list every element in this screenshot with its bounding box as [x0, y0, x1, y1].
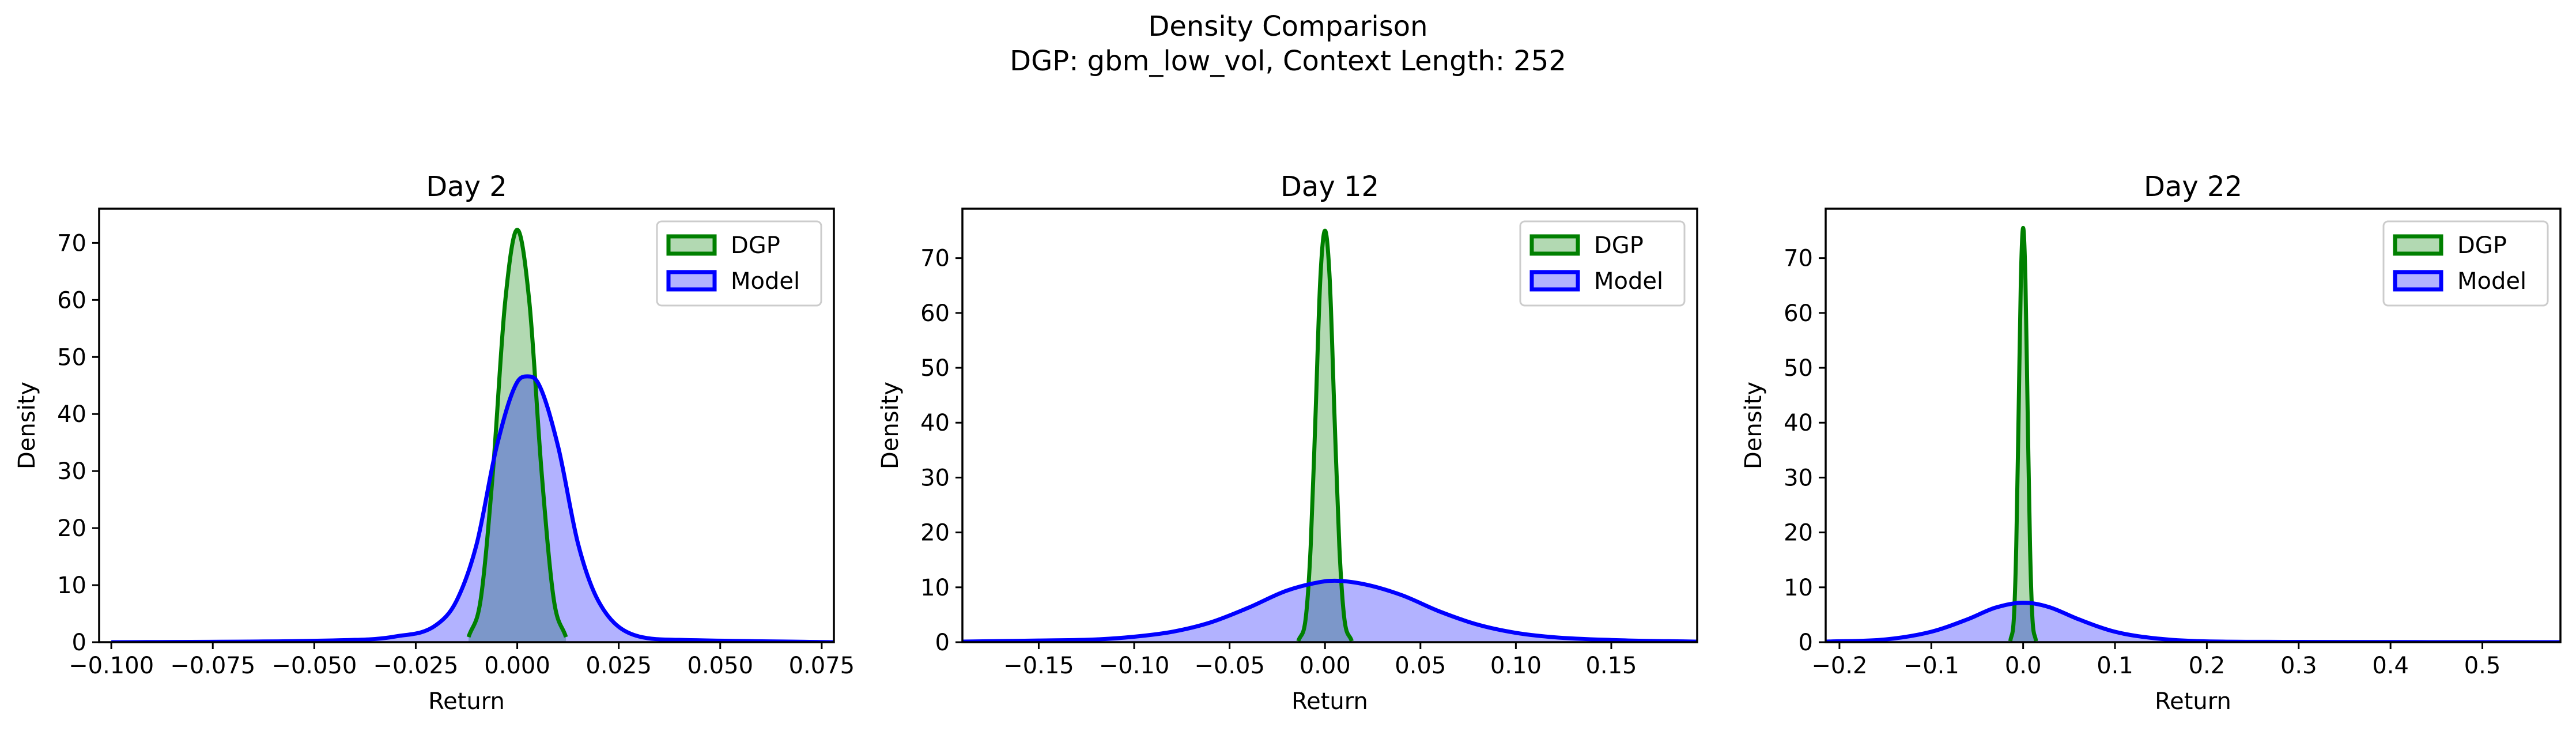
- y-axis-label: Density: [1740, 382, 1767, 469]
- x-tick-label: 0.0: [2005, 653, 2042, 679]
- x-tick-label: 0.075: [789, 653, 855, 679]
- y-axis-label: Density: [877, 382, 904, 469]
- x-axis-label: Return: [428, 688, 505, 715]
- x-tick-label: 0.050: [688, 653, 754, 679]
- x-tick-label: −0.075: [170, 653, 255, 679]
- x-tick-label: −0.025: [373, 653, 458, 679]
- x-tick-label: 0.5: [2464, 653, 2501, 679]
- x-tick-label: 0.3: [2280, 653, 2317, 679]
- y-tick-label: 50: [57, 344, 86, 371]
- series-line-model: [111, 374, 834, 642]
- legend-swatch-dgp: [2393, 234, 2443, 256]
- legend-swatch-dgp: [1529, 234, 1580, 256]
- y-tick-label: 20: [57, 515, 86, 542]
- x-tick-label: 0.025: [586, 653, 652, 679]
- series-line-dgp: [466, 228, 568, 638]
- legend: DGP Model: [1519, 220, 1686, 307]
- panel-title: Day 2: [426, 171, 507, 203]
- x-tick-label: 0.1: [2097, 653, 2133, 679]
- axes-frame: [98, 208, 835, 643]
- series-fill-dgp: [469, 229, 566, 642]
- y-tick-label: 60: [57, 287, 86, 314]
- y-tick-label: 70: [920, 246, 950, 272]
- y-tick-label: 70: [57, 230, 86, 257]
- x-tick-label: 0.15: [1585, 653, 1637, 679]
- legend-box: [656, 220, 822, 307]
- series-line-dgp: [2008, 225, 2038, 642]
- y-tick-label: 20: [1784, 520, 1813, 546]
- axes-frame: [1825, 208, 2562, 643]
- x-tick-label: 0.05: [1395, 653, 1446, 679]
- panel-title: Day 22: [2144, 171, 2242, 203]
- x-axis-label: Return: [2155, 688, 2231, 715]
- x-tick-label: 0.000: [484, 653, 550, 679]
- y-tick-label: 60: [920, 300, 950, 327]
- y-tick-label: 60: [1784, 300, 1813, 327]
- y-tick-label: 30: [57, 458, 86, 485]
- series-line-model: [962, 578, 1697, 642]
- y-tick-label: 40: [920, 410, 950, 436]
- legend-label-model: Model: [1594, 268, 1663, 295]
- figure-title: Density Comparison: [1148, 10, 1427, 43]
- legend-label-dgp: DGP: [731, 232, 780, 259]
- y-tick-label: 40: [1784, 410, 1813, 436]
- x-tick-label: 0.00: [1300, 653, 1351, 679]
- series-fill-model: [111, 376, 834, 642]
- y-tick-label: 10: [920, 575, 950, 601]
- x-tick-label: −0.05: [1194, 653, 1265, 679]
- y-tick-label: 20: [920, 520, 950, 546]
- y-tick-label: 40: [57, 401, 86, 428]
- legend-label-dgp: DGP: [1594, 232, 1644, 259]
- x-tick-label: 0.2: [2189, 653, 2226, 679]
- legend-label-model: Model: [731, 268, 800, 295]
- legend: DGP Model: [656, 220, 822, 307]
- plot-area: [962, 228, 1697, 642]
- y-tick-label: 0: [1799, 630, 1813, 656]
- legend-label-model: Model: [2457, 268, 2526, 295]
- legend-box: [2382, 220, 2549, 307]
- x-tick-label: 0.4: [2372, 653, 2409, 679]
- y-tick-label: 50: [1784, 355, 1813, 382]
- x-tick-label: −0.050: [271, 653, 357, 679]
- y-tick-label: 50: [920, 355, 950, 382]
- panel-day-1: Day 12 −0.15 −0.10 −0.05 0.00 0.05 0.10 0.15 0 10…: [877, 171, 1698, 715]
- axes-frame: [961, 208, 1698, 643]
- y-tick-label: 30: [920, 465, 950, 491]
- y-tick-label: 30: [1784, 465, 1813, 491]
- legend-swatch-dgp: [666, 234, 717, 256]
- y-tick-label: 10: [57, 572, 86, 599]
- x-tick-label: −0.10: [1099, 653, 1170, 679]
- y-axis-label: Density: [14, 382, 40, 469]
- y-tick-label: 70: [1784, 246, 1813, 272]
- figure-subtitle: DGP: gbm_low_vol, Context Length: 252: [1010, 45, 1566, 77]
- legend-swatch-model: [666, 270, 717, 292]
- x-tick-label: −0.1: [1903, 653, 1959, 679]
- series-fill-model: [962, 581, 1697, 642]
- legend-swatch-model: [2393, 270, 2443, 292]
- y-tick-label: 0: [935, 630, 950, 656]
- panel-day-2: Day 22 −0.2 −0.1 0.0 0.1 0.2 0.3 0.4 0.5 0 10 20 30 4…: [1740, 171, 2562, 715]
- panels: Day 2−0.100 −0.075 −0.050 −0.025 0.000 0.025 0…: [14, 171, 2562, 715]
- legend: DGP Model: [2382, 220, 2549, 307]
- y-tick-label: 0: [72, 630, 86, 656]
- legend-swatch-model: [1529, 270, 1580, 292]
- panel-day-0: Day 2 −0.100 −0.075 −0.050 −0.025 0.000 0.025 0…: [14, 171, 855, 715]
- x-tick-label: 0.10: [1490, 653, 1542, 679]
- panel-title: Day 12: [1281, 171, 1379, 203]
- legend-box: [1519, 220, 1686, 307]
- x-tick-label: −0.2: [1811, 653, 1867, 679]
- series-line-dgp: [1296, 228, 1354, 642]
- y-tick-label: 10: [1784, 575, 1813, 601]
- x-tick-label: −0.15: [1003, 653, 1074, 679]
- plot-area: [111, 228, 834, 642]
- legend-label-dgp: DGP: [2457, 232, 2507, 259]
- series-fill-model: [1826, 602, 2560, 642]
- x-axis-label: Return: [1291, 688, 1368, 715]
- x-tick-label: −0.100: [69, 653, 154, 679]
